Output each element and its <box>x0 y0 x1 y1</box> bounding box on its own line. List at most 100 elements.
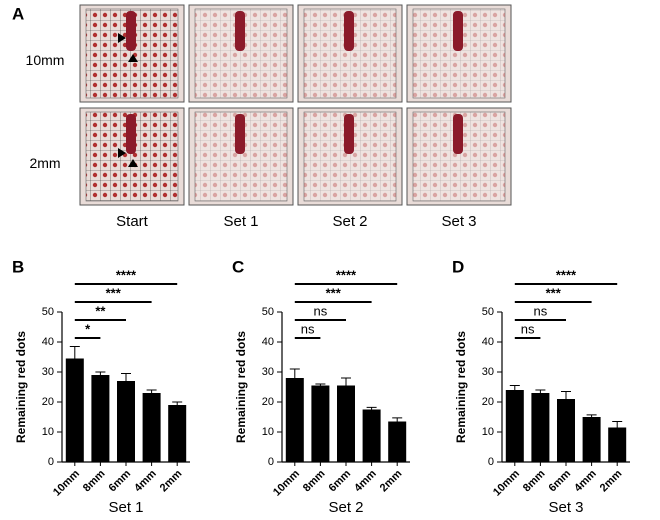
arrowhead <box>118 33 126 43</box>
bar <box>65 358 84 462</box>
x-tick-label: 2mm <box>158 468 185 495</box>
error-bar <box>172 401 183 405</box>
significance-label: ns <box>314 303 328 318</box>
bar <box>91 375 110 462</box>
significance-label: ns <box>521 321 535 336</box>
panel-label: D <box>452 257 464 276</box>
x-tick-label: 4mm <box>132 468 159 495</box>
bar <box>311 385 330 462</box>
x-tick-label: 2mm <box>378 468 405 495</box>
stripe <box>235 114 245 154</box>
y-tick-label: 40 <box>42 336 54 348</box>
error-bar <box>509 385 520 390</box>
error-bar <box>366 406 377 410</box>
column-label: Set 2 <box>332 213 367 230</box>
stripe <box>344 11 354 51</box>
error-bar <box>535 389 546 393</box>
stripe <box>126 114 136 154</box>
panel-label: C <box>232 257 244 276</box>
x-tick-label: 8mm <box>301 468 328 495</box>
significance-label: **** <box>116 267 137 282</box>
bar <box>582 417 601 462</box>
arrowhead <box>128 159 138 167</box>
y-tick-label: 10 <box>262 426 274 438</box>
bar <box>117 381 135 462</box>
y-tick-label: 10 <box>482 426 494 438</box>
stripe <box>453 114 463 154</box>
bar <box>168 405 187 462</box>
x-tick-label: 8mm <box>81 468 108 495</box>
error-bar <box>561 391 571 399</box>
x-tick-label: 4mm <box>352 468 379 495</box>
arrowhead <box>128 54 138 62</box>
y-tick-label: 0 <box>488 456 494 468</box>
bar <box>608 427 627 462</box>
error-bar <box>392 417 403 422</box>
x-axis-label: Set 1 <box>108 499 143 516</box>
y-tick-label: 50 <box>42 306 54 318</box>
error-bar <box>146 389 157 393</box>
x-tick-label: 6mm <box>327 468 354 495</box>
error-bar <box>289 368 300 378</box>
y-tick-label: 0 <box>268 456 274 468</box>
significance-label: **** <box>556 267 577 282</box>
significance-label: ns <box>301 321 315 336</box>
stripe <box>126 11 136 51</box>
x-tick-label: 10mm <box>491 468 522 499</box>
y-axis-label: Remaining red dots <box>454 331 468 443</box>
y-tick-label: 30 <box>42 366 54 378</box>
column-label: Set 1 <box>223 213 258 230</box>
x-tick-label: 6mm <box>107 468 134 495</box>
stripe <box>235 11 245 51</box>
y-tick-label: 0 <box>48 456 54 468</box>
y-tick-label: 30 <box>262 366 274 378</box>
x-tick-label: 10mm <box>271 468 302 499</box>
y-tick-label: 20 <box>482 396 494 408</box>
row-label: 10mm <box>26 52 65 68</box>
column-label: Start <box>116 213 149 230</box>
bar <box>557 399 575 462</box>
x-tick-label: 8mm <box>521 468 548 495</box>
stripe <box>453 11 463 51</box>
x-axis-label: Set 2 <box>328 499 363 516</box>
y-tick-label: 40 <box>482 336 494 348</box>
panel-label: A <box>12 4 24 23</box>
error-bar <box>95 371 106 375</box>
bar <box>388 421 407 462</box>
y-tick-label: 20 <box>262 396 274 408</box>
y-tick-label: 20 <box>42 396 54 408</box>
y-tick-label: 30 <box>482 366 494 378</box>
significance-label: *** <box>106 285 122 300</box>
bar <box>337 385 355 462</box>
bar <box>285 378 304 462</box>
y-axis-label: Remaining red dots <box>14 331 28 443</box>
error-bar <box>69 346 80 359</box>
arrowhead <box>118 148 126 158</box>
y-tick-label: 50 <box>482 306 494 318</box>
error-bar <box>341 377 351 386</box>
x-tick-label: 6mm <box>547 468 574 495</box>
significance-label: * <box>85 321 91 336</box>
stripe <box>344 114 354 154</box>
y-tick-label: 40 <box>262 336 274 348</box>
panel-label: B <box>12 257 24 276</box>
error-bar <box>121 373 131 381</box>
bar <box>531 393 550 462</box>
significance-label: ns <box>534 303 548 318</box>
y-tick-label: 50 <box>262 306 274 318</box>
bar <box>505 390 524 462</box>
error-bar <box>612 421 623 428</box>
bar <box>142 393 161 462</box>
y-axis-label: Remaining red dots <box>234 331 248 443</box>
y-tick-label: 10 <box>42 426 54 438</box>
x-tick-label: 4mm <box>572 468 599 495</box>
bar <box>362 409 381 462</box>
error-bar <box>586 414 597 417</box>
significance-label: *** <box>326 285 342 300</box>
error-bar <box>315 383 326 386</box>
x-tick-label: 10mm <box>51 468 82 499</box>
significance-label: *** <box>546 285 562 300</box>
x-axis-label: Set 3 <box>548 499 583 516</box>
significance-label: **** <box>336 267 357 282</box>
